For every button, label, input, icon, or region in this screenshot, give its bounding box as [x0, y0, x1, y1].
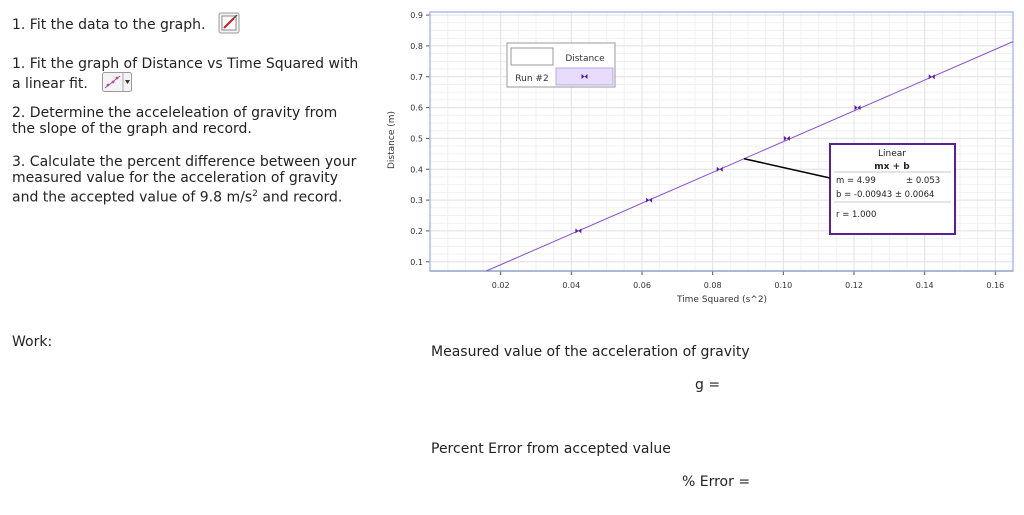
heading-row: 1. Fit the data to the graph.: [12, 12, 240, 38]
y-tick-label: 0.8: [410, 42, 423, 51]
y-tick-label: 0.9: [410, 11, 423, 20]
linear-fit-line: [486, 41, 1014, 272]
distance-vs-time-squared-graph[interactable]: 0.02 0.04 0.06 0.08 0.10 0.12 0.14 0.16 0.1 0.2 0.…: [380, 8, 1020, 308]
fit-slope: m = 4.99: [836, 176, 876, 186]
y-tick-label: 0.4: [410, 165, 423, 174]
x-tick-label: 0.04: [562, 281, 580, 290]
step-3-text-end: and record.: [257, 189, 343, 206]
fit-slope-error: ± 0.053: [906, 176, 940, 186]
data-point: [928, 74, 935, 80]
measured-value-label: Measured value of the acceleration of gr…: [431, 344, 750, 360]
y-tick-label: 0.3: [410, 196, 423, 205]
step-3: 3. Calculate the percent difference betw…: [12, 154, 362, 206]
fit-line-layer: [486, 41, 1014, 272]
fit-equation: mx + b: [874, 162, 910, 172]
hourglass-marker-icon: [716, 166, 723, 172]
linear-fit-info-box[interactable]: Linear mx + b m = 4.99 ± 0.053 b = -0.00…: [829, 143, 956, 235]
data-point: [575, 228, 582, 234]
data-point: [646, 197, 653, 203]
fit-intercept: b = -0.00943 ± 0.0064: [836, 190, 934, 200]
y-tick-label: 0.1: [410, 258, 423, 267]
x-tick-label: 0.06: [633, 281, 651, 290]
percent-error-label: Percent Error from accepted value: [431, 441, 671, 457]
hourglass-marker-icon: [783, 135, 790, 141]
y-axis-label: Distance (m): [387, 111, 397, 169]
x-axis-label: Time Squared (s^2): [676, 295, 767, 305]
y-tick-label: 0.2: [410, 227, 423, 236]
heading-text: 1. Fit the data to the graph.: [12, 17, 206, 33]
legend[interactable]: Distance Run #2: [506, 42, 616, 88]
data-point: [783, 135, 790, 141]
fit-title: Linear: [878, 149, 906, 159]
fit-annotation-leader: [743, 157, 831, 179]
fit-correlation: r = 1.000: [836, 210, 876, 220]
step-1-text: 1. Fit the graph of Distance vs Time Squ…: [12, 56, 359, 92]
work-label: Work:: [12, 334, 53, 350]
step-2: 2. Determine the acceleleation of gravit…: [12, 105, 338, 137]
percent-error-value-label: % Error =: [682, 474, 751, 490]
legend-column-header: Distance: [565, 54, 605, 64]
x-tick-label: 0.14: [916, 281, 934, 290]
linear-fit-icon[interactable]: [102, 72, 133, 96]
hourglass-marker-icon: [581, 74, 588, 79]
y-tick-label: 0.5: [410, 134, 423, 143]
legend-row-label: Run #2: [515, 74, 548, 84]
data-point: [854, 105, 861, 111]
y-tick-label: 0.6: [410, 104, 423, 113]
x-tick-label: 0.10: [774, 281, 792, 290]
y-tick-label: 0.7: [410, 73, 423, 82]
x-tick-label: 0.16: [986, 281, 1004, 290]
g-label: g =: [695, 377, 721, 393]
data-point: [716, 166, 723, 172]
step-3-text: 3. Calculate the percent difference betw…: [12, 154, 357, 206]
hourglass-marker-icon: [646, 197, 653, 203]
x-tick-label: 0.02: [492, 281, 510, 290]
graph-edit-icon[interactable]: [218, 12, 240, 38]
x-tick-label: 0.12: [845, 281, 863, 290]
step-3-superscript: 2: [252, 189, 258, 199]
hourglass-marker-icon: [928, 74, 935, 80]
hourglass-marker-icon: [575, 228, 582, 234]
hourglass-marker-icon: [854, 105, 861, 111]
x-tick-label: 0.08: [704, 281, 722, 290]
axes: 0.02 0.04 0.06 0.08 0.10 0.12 0.14 0.16 0.1 0.2 0.…: [410, 11, 1014, 290]
step-1: 1. Fit the graph of Distance vs Time Squ…: [12, 56, 362, 96]
data-points: [575, 74, 935, 234]
